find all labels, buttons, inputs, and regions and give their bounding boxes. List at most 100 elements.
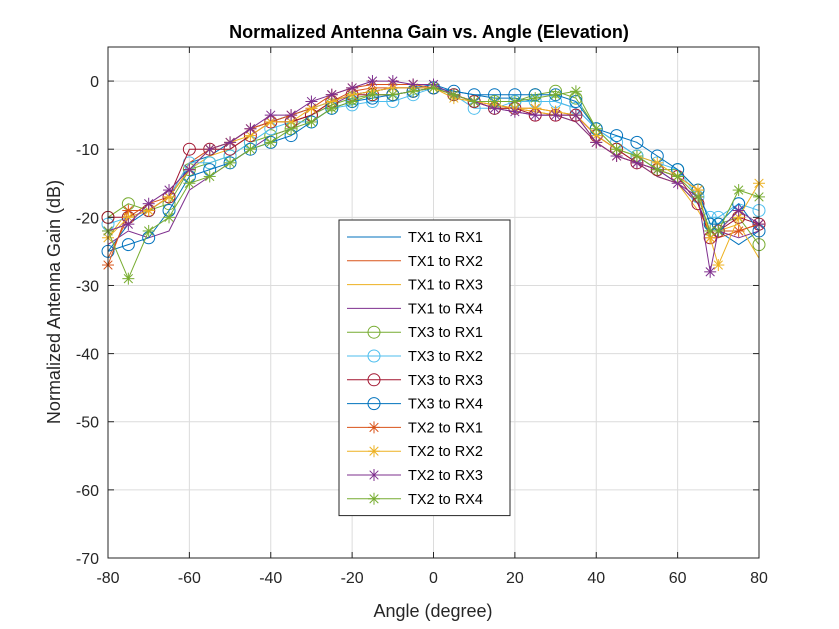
- data-point: [366, 88, 379, 101]
- data-point: [285, 122, 298, 135]
- x-axis-label: Angle (degree): [373, 601, 492, 621]
- data-point: [264, 136, 277, 149]
- legend-label: TX3 to RX2: [408, 349, 483, 365]
- series-line: [107, 80, 760, 273]
- data-point: [549, 109, 562, 122]
- data-point: [704, 231, 717, 244]
- data-point: [203, 170, 216, 183]
- y-tick-label: -20: [76, 210, 99, 227]
- series-11: [102, 75, 765, 278]
- data-point: [325, 88, 338, 101]
- ticks: -80 -60 -40 -20 0 20 40 60 80 0 -10 -20 -30 -40 -50 -60…: [76, 47, 768, 587]
- data-point: [691, 190, 704, 203]
- data-point: [386, 75, 399, 88]
- data-point: [224, 156, 237, 169]
- data-point: [183, 177, 196, 190]
- data-point: [508, 95, 521, 108]
- y-axis-label: Normalized Antenna Gain (dB): [44, 180, 64, 424]
- y-tick-label: -10: [76, 142, 99, 159]
- x-tick-label: -40: [259, 570, 282, 587]
- data-point: [590, 122, 603, 135]
- legend-marker: [368, 492, 380, 505]
- data-point: [121, 238, 135, 252]
- data-point: [244, 143, 257, 156]
- data-point: [704, 265, 717, 278]
- legend-label: TX3 to RX3: [408, 373, 483, 389]
- legend-marker: [368, 469, 380, 481]
- data-point: [142, 204, 155, 217]
- data-point: [183, 163, 196, 176]
- data-point: [732, 184, 745, 197]
- legend-marker: [367, 349, 381, 363]
- data-point: [610, 129, 624, 143]
- legend-label: TX3 to RX1: [408, 325, 483, 341]
- legend-label: TX1 to RX2: [408, 254, 483, 270]
- x-tick-label: 80: [750, 570, 768, 587]
- data-point: [569, 109, 582, 122]
- data-point: [712, 224, 725, 237]
- data-point: [366, 75, 379, 88]
- y-tick-label: -30: [76, 278, 99, 295]
- x-tick-label: -80: [96, 570, 119, 587]
- legend-marker: [367, 325, 381, 339]
- legend-entry: TX1 to RX2: [347, 254, 483, 270]
- x-tick-label: 60: [669, 570, 687, 587]
- y-tick-label: -50: [76, 415, 99, 432]
- data-point: [529, 109, 542, 122]
- legend-label: TX2 to RX3: [408, 468, 483, 484]
- data-point: [244, 122, 257, 135]
- data-point: [711, 210, 725, 224]
- data-point: [651, 163, 664, 176]
- legend-box: [338, 219, 511, 517]
- data-point: [163, 184, 176, 197]
- series-12: [102, 81, 765, 285]
- legend-label: TX3 to RX4: [408, 397, 483, 413]
- data-point: [630, 150, 643, 163]
- data-point: [488, 95, 501, 108]
- data-point: [285, 109, 298, 122]
- data-point: [122, 218, 135, 231]
- data-point: [508, 105, 521, 118]
- legend-label: TX1 to RX4: [408, 301, 483, 317]
- data-point: [142, 224, 155, 237]
- data-point: [549, 88, 562, 101]
- data-point: [732, 204, 745, 217]
- legend-entry: TX2 to RX3: [347, 468, 483, 484]
- x-tick-label: 0: [429, 570, 438, 587]
- legend-entry: TX3 to RX1: [347, 325, 483, 341]
- data-point: [305, 95, 318, 108]
- y-tick-label: -60: [76, 483, 99, 500]
- legend-entry: TX2 to RX4: [347, 492, 483, 508]
- x-tick-label: -20: [341, 570, 364, 587]
- data-point: [346, 95, 359, 108]
- series-group: [101, 75, 766, 285]
- data-point: [712, 259, 725, 272]
- data-point: [386, 88, 399, 101]
- y-tick-label: -40: [76, 347, 99, 364]
- x-tick-label: 20: [506, 570, 524, 587]
- legend-entry: TX3 to RX2: [347, 349, 483, 365]
- legend-label: TX1 to RX3: [408, 278, 483, 294]
- data-point: [630, 135, 644, 149]
- chart-title: Normalized Antenna Gain vs. Angle (Eleva…: [229, 22, 629, 42]
- legend: TX1 to RX1 TX1 to RX2 TX1 to RX3 TX1 to RX4…: [338, 219, 511, 517]
- data-point: [122, 272, 135, 285]
- series-line: [107, 87, 760, 280]
- legend-entry: TX2 to RX1: [347, 420, 483, 436]
- legend-entry: TX1 to RX4: [347, 301, 483, 317]
- legend-entry: TX1 to RX3: [347, 278, 483, 294]
- legend-label: TX2 to RX1: [408, 420, 483, 436]
- data-point: [529, 102, 542, 115]
- data-point: [203, 143, 216, 156]
- y-tick-label: 0: [90, 74, 99, 91]
- data-point: [447, 88, 460, 101]
- legend-label: TX1 to RX1: [408, 230, 483, 246]
- data-point: [468, 95, 481, 108]
- data-point: [590, 136, 603, 149]
- data-point: [732, 224, 745, 237]
- data-point: [264, 109, 277, 122]
- data-point: [569, 85, 582, 98]
- data-point: [224, 136, 237, 149]
- data-point: [182, 142, 196, 156]
